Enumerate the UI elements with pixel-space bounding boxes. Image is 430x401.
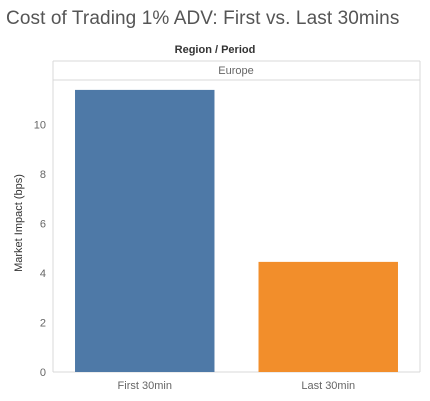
y-tick-label: 6: [40, 219, 46, 231]
y-axis-label: Market Impact (bps): [13, 174, 25, 272]
facet-label: Europe: [218, 65, 253, 77]
y-tick-label: 0: [40, 367, 46, 379]
y-tick-label: 4: [40, 268, 46, 280]
bar-first-30min[interactable]: [75, 89, 215, 372]
y-tick-label: 8: [40, 169, 46, 181]
chart-title: Cost of Trading 1% ADV: First vs. Last 3…: [6, 8, 400, 29]
x-tick-label: Last 30min: [301, 380, 355, 392]
column-header-label: Region / Period: [174, 44, 256, 56]
chart-marks: 0 2 4 6 8 10 First 30min Last 30min: [34, 89, 398, 392]
y-tick-label: 2: [40, 318, 46, 330]
x-tick-label: First 30min: [118, 380, 172, 392]
y-tick-label: 10: [34, 120, 46, 132]
bar-last-30min[interactable]: [258, 261, 398, 372]
